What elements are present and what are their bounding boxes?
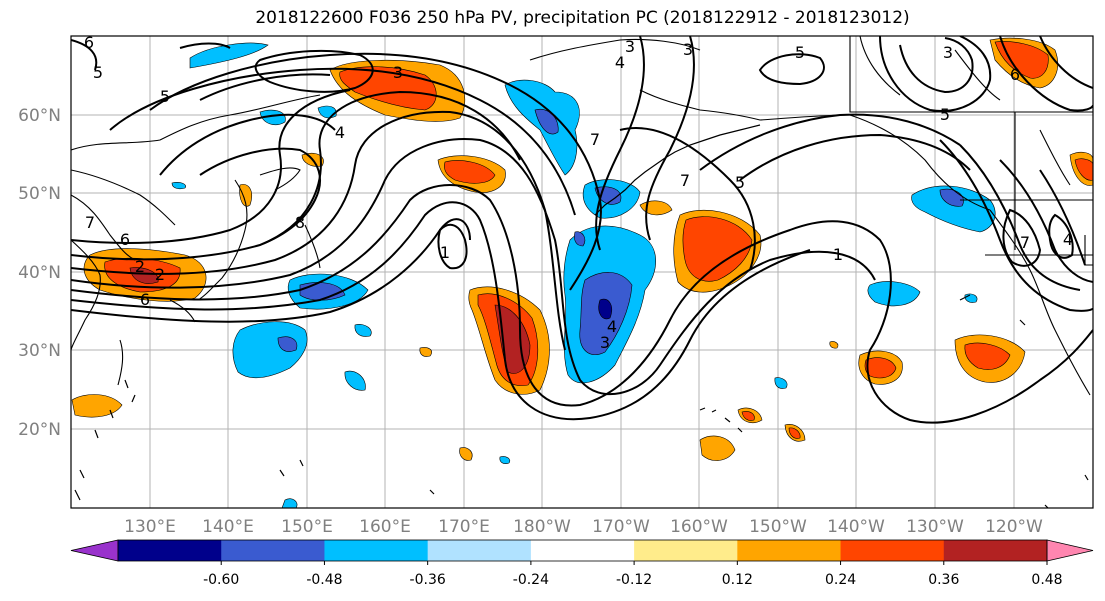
pv-contour-label: 4 [615, 53, 625, 72]
pv-contour-label: 5 [93, 63, 103, 82]
lat-label: 60°N [18, 106, 61, 126]
lat-label: 40°N [18, 263, 61, 283]
lon-label: 180°W [513, 517, 571, 537]
colorbar-tick-label: 0.24 [825, 572, 856, 588]
lat-label: 50°N [18, 184, 61, 204]
pv-contour-label: 1 [833, 245, 843, 264]
colorbar-extend-min [70, 539, 119, 562]
pv-contour-label: 6 [84, 33, 94, 52]
lon-label: 170°E [438, 517, 490, 537]
precip-positive-shading [71, 37, 1093, 461]
pv-contour-label: 4 [607, 317, 617, 336]
pv-contour-label: 4 [1063, 230, 1073, 249]
pv-contour-label: 7 [1020, 233, 1030, 252]
lon-label: 160°W [670, 517, 728, 537]
lon-label: 140°W [827, 517, 885, 537]
colorbar-tick-label: -0.36 [410, 572, 446, 588]
colorbar [70, 539, 1094, 562]
colorbar-tick-label: -0.12 [616, 572, 652, 588]
pv-contour-label: 4 [335, 123, 345, 142]
colorbar-segment [324, 540, 429, 561]
lon-label: 150°W [749, 517, 807, 537]
colorbar-extend-max [1046, 539, 1094, 562]
islands [74, 124, 1089, 508]
colorbar-segment [840, 540, 945, 561]
lon-label: 170°W [592, 517, 650, 537]
pv-contour-label: 5 [940, 105, 950, 124]
map-title: 2018122600 F036 250 hPa PV, precipitatio… [255, 8, 910, 28]
lon-label: 130°E [124, 517, 176, 537]
pv-contour-label: 5 [160, 87, 170, 106]
pv-contour-label: 6 [140, 290, 150, 309]
longitude-labels: 130°E 140°E 150°E 160°E 170°E 180°W 170°W 160°W… [124, 517, 1043, 537]
pv-contour-label: 3 [943, 43, 953, 62]
lon-label: 160°E [359, 517, 411, 537]
colorbar-segment [221, 540, 325, 561]
colorbar-tick-label: 0.48 [1031, 572, 1062, 588]
lat-label: 20°N [18, 420, 61, 440]
colorbar-tick-label: 0.36 [928, 572, 959, 588]
pv-contour-label: 3 [625, 37, 635, 56]
pv-contour-label: 5 [735, 173, 745, 192]
colorbar-ticks: -0.60 -0.48 -0.36 -0.24 -0.12 0.12 0.24 0.36 0.4… [203, 561, 1063, 588]
colorbar-frame [117, 539, 1048, 562]
colorbar-tick-label: -0.60 [203, 572, 239, 588]
lat-label: 30°N [18, 341, 61, 361]
pv-contour-label: 7 [680, 171, 690, 190]
pv-contour-label: 1 [440, 243, 450, 262]
pv-contour-label: 6 [1010, 65, 1020, 84]
pv-contour-label: 6 [120, 230, 130, 249]
lon-label: 120°W [985, 517, 1043, 537]
pv-contour-label: 7 [590, 130, 600, 149]
colorbar-segment [118, 540, 222, 561]
pv-contour-label: 3 [600, 333, 610, 352]
latitude-labels: 60°N 50°N 40°N 30°N 20°N [18, 106, 61, 440]
pv-contour-label: 3 [683, 40, 693, 59]
plot-border [70, 35, 1094, 509]
pv-contour-label: 7 [85, 213, 95, 232]
colorbar-segment [427, 540, 532, 561]
lon-label: 140°E [202, 517, 254, 537]
colorbar-tick-label: 0.12 [722, 572, 753, 588]
pv-contour-label: 2 [155, 265, 165, 284]
colorbar-segment [530, 540, 635, 561]
pv-contour-label: 3 [393, 63, 403, 82]
pv-contours [71, 36, 1093, 424]
colorbar-segment [634, 540, 738, 561]
lon-label: 130°W [906, 517, 964, 537]
lon-label: 150°E [281, 517, 333, 537]
coastlines [71, 36, 1093, 396]
pv-contour-label: 2 [135, 257, 145, 276]
colorbar-segment [737, 540, 842, 561]
pv-contour-label: 5 [795, 43, 805, 62]
pv-contour-label: 8 [295, 213, 305, 232]
colorbar-tick-label: -0.24 [513, 572, 549, 588]
precip-negative-shading [171, 42, 996, 508]
colorbar-segment [943, 540, 1048, 561]
colorbar-tick-label: -0.48 [306, 572, 342, 588]
